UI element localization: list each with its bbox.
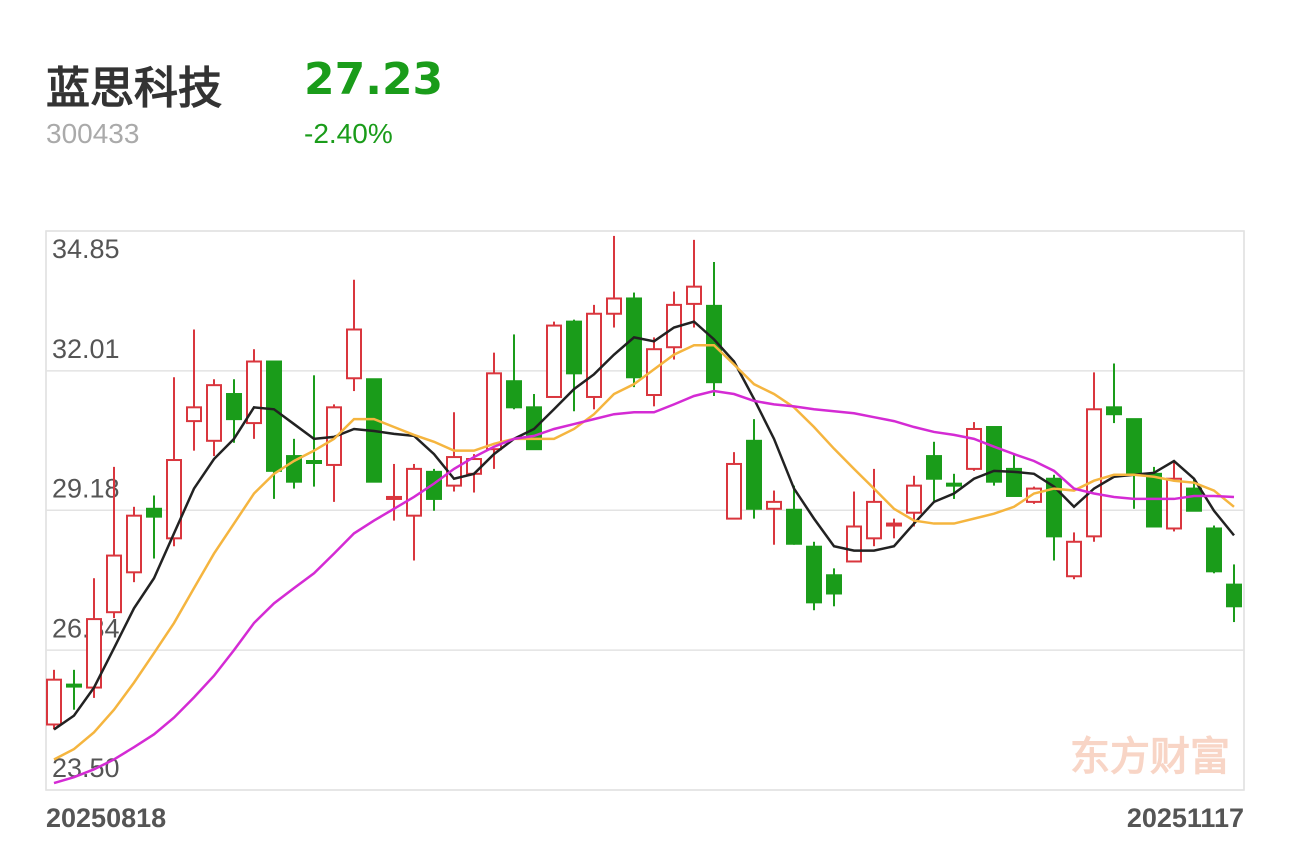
candle-body <box>1026 487 1042 503</box>
candle-body <box>606 297 622 315</box>
candle-body <box>806 545 822 604</box>
candle-body <box>766 500 782 510</box>
candle-body <box>846 525 862 563</box>
price-change: -2.40% <box>304 118 393 149</box>
candle-body <box>186 406 202 423</box>
candle-body <box>1226 583 1242 608</box>
candle-body <box>946 482 962 487</box>
candle-body <box>726 462 742 520</box>
candle-body <box>106 554 122 614</box>
moving-average-line <box>53 344 1235 761</box>
candle-body <box>1106 406 1122 416</box>
candle-body <box>226 393 242 421</box>
y-tick-label: 26.34 <box>52 613 120 643</box>
x-tick-label: 20251117 <box>1127 803 1244 833</box>
candle-body <box>146 507 162 518</box>
candle-body <box>546 324 562 398</box>
y-tick-label: 32.01 <box>52 334 120 364</box>
moving-average-line <box>53 389 1235 785</box>
stock-name: 蓝思科技 <box>46 63 222 114</box>
candle-body <box>1126 418 1142 476</box>
y-tick-label: 29.18 <box>52 473 120 503</box>
candle-body <box>386 495 402 500</box>
candle-body <box>966 427 982 470</box>
candle-body <box>166 459 182 540</box>
candle-body <box>866 500 882 540</box>
x-tick-label: 20250818 <box>46 803 166 833</box>
candle-body <box>126 514 142 574</box>
candle-body <box>586 312 602 398</box>
watermark: 东方财富 <box>1070 735 1230 779</box>
candle-body <box>1046 477 1062 538</box>
candle-body <box>426 470 442 500</box>
candle-body <box>1066 540 1082 578</box>
candle-body <box>746 439 762 510</box>
candle-body <box>826 574 842 595</box>
candle-body <box>686 285 702 305</box>
stock-price: 27.23 <box>304 54 444 105</box>
candle-body <box>206 384 222 442</box>
candle-body <box>1186 487 1202 512</box>
candle-body <box>266 360 282 472</box>
candle-body <box>1166 477 1182 530</box>
candle-body <box>906 484 922 514</box>
candle-body <box>646 348 662 397</box>
candle-body <box>1006 467 1022 497</box>
y-tick-label: 23.50 <box>52 753 120 783</box>
candle-body <box>46 678 62 726</box>
candle-body <box>346 328 362 380</box>
candle-body <box>886 522 902 527</box>
moving-average-line <box>53 320 1235 731</box>
candle-body <box>1206 527 1222 573</box>
candle-body <box>486 372 502 451</box>
candle-body <box>786 508 802 545</box>
candle-body <box>986 426 1002 483</box>
candle-body <box>306 460 322 465</box>
candle-body <box>926 455 942 480</box>
stock-code: 300433 <box>46 118 140 149</box>
candle-body <box>66 683 82 688</box>
candle-body <box>506 380 522 409</box>
y-tick-label: 34.85 <box>52 234 120 264</box>
candle-body <box>1086 408 1102 538</box>
candle-body <box>566 320 582 375</box>
